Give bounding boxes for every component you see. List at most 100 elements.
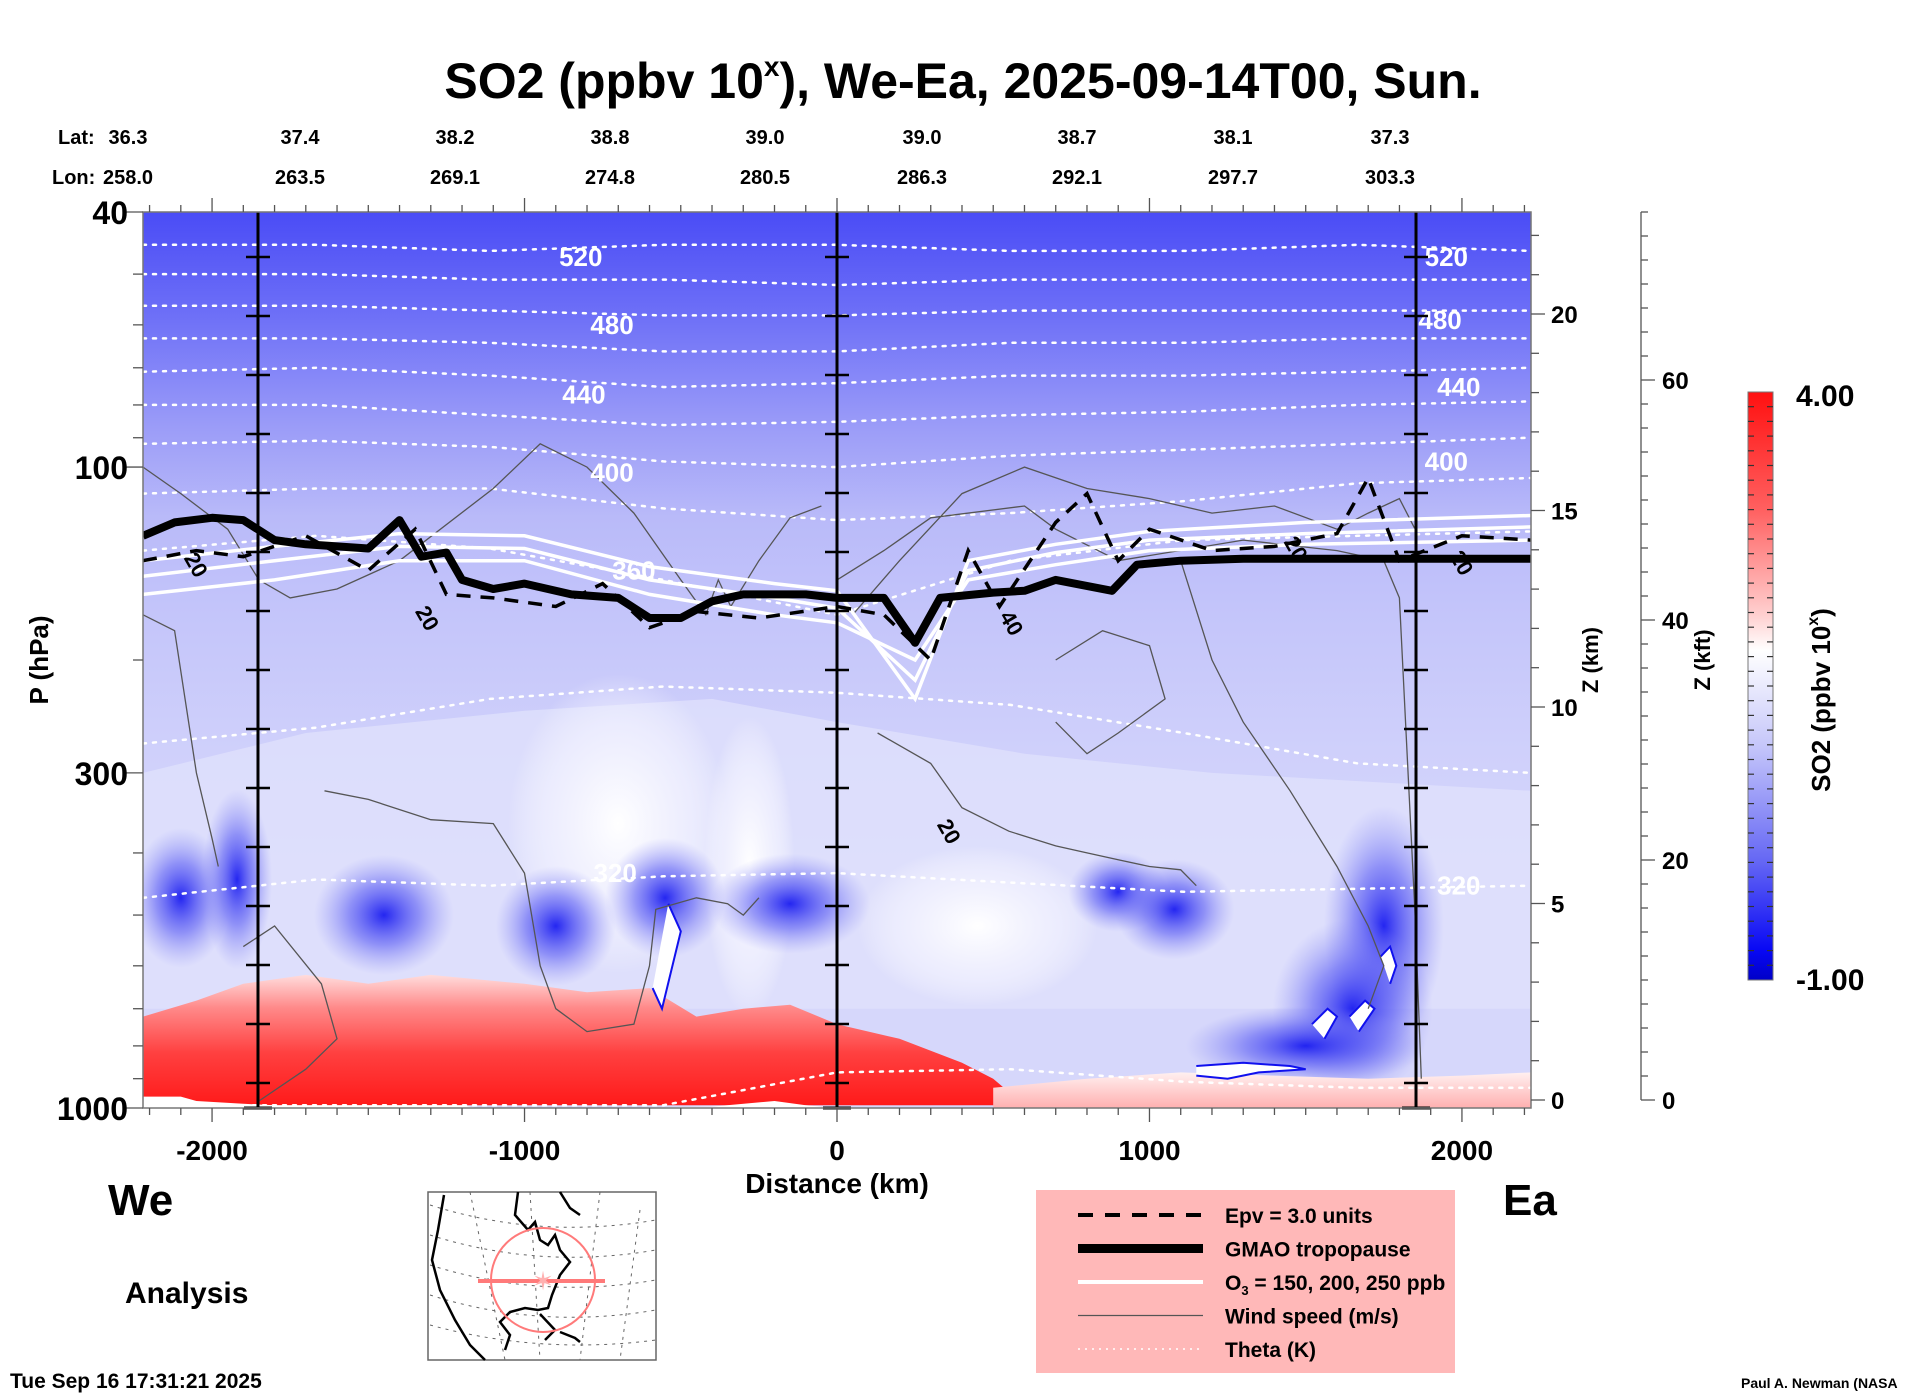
high-so2-region <box>143 974 1025 1106</box>
data-gap <box>1379 944 1398 985</box>
theta-line-340 <box>143 685 1531 775</box>
low-so2-blob <box>1114 859 1235 960</box>
lat-row-label: Lat: <box>58 127 95 149</box>
lat-value: 39.0 <box>746 127 785 149</box>
lat-value: 38.7 <box>1058 127 1097 149</box>
timestamp: Tue Sep 16 17:31:21 2025 <box>10 1370 262 1393</box>
y-tick-label: 1000 <box>57 1091 128 1127</box>
legend-label: O3 = 150, 200, 250 ppb <box>1225 1272 1445 1298</box>
colorbar-ticks <box>1748 406 1773 966</box>
lat-lon-header: Lat: Lon: 36.3 258.0 37.4 263.5 38.2 269.1 38.… <box>52 127 1415 189</box>
theta-label: 520 <box>559 242 602 272</box>
wind-contour <box>852 466 1416 616</box>
x-tick-label: 2000 <box>1431 1135 1493 1166</box>
axes: -2000 -1000 0 1000 2000 40 100 300 1000 0 5 10 15 20 0… <box>57 195 1689 1166</box>
colorbar-max-label: 4.00 <box>1796 380 1854 413</box>
theta-label: 520 <box>1425 242 1468 272</box>
lon-value: 263.5 <box>275 167 325 189</box>
theta-line-440 <box>143 366 1531 389</box>
data-gap <box>1196 1061 1306 1080</box>
lon-value: 280.5 <box>740 167 790 189</box>
wind-contour <box>1055 629 1166 755</box>
legend-items: Epv = 3.0 units GMAO tropopause O3 = 150, … <box>1078 1205 1445 1362</box>
data-gap <box>1311 1007 1339 1040</box>
legend-label: Wind speed (m/s) <box>1225 1306 1399 1329</box>
theta-line-380 <box>143 476 1531 522</box>
theta-line-400 <box>143 436 1531 469</box>
low-so2-blob <box>202 789 273 970</box>
theta-label: 440 <box>562 379 605 409</box>
west-label: We <box>108 1176 173 1225</box>
theta-label: 480 <box>590 310 633 340</box>
y-tick-label: 40 <box>92 195 128 231</box>
z-km-tick-label: 10 <box>1551 695 1578 722</box>
low-so2-blob <box>605 837 726 958</box>
theta-label: 320 <box>1437 871 1480 901</box>
lon-value: 286.3 <box>897 167 947 189</box>
map-center-star-icon: ✶ <box>532 1266 554 1296</box>
wind-contour <box>1180 560 1385 1009</box>
low-so2-blob <box>710 853 871 954</box>
theta-label: 320 <box>593 858 636 888</box>
theta-label: 400 <box>1425 446 1468 476</box>
y-tick-label: 100 <box>75 450 128 486</box>
wind-contour <box>324 790 760 1033</box>
legend-label: Theta (K) <box>1225 1339 1316 1362</box>
z-kft-tick-label: 60 <box>1662 368 1689 395</box>
x-axis-label: Distance (km) <box>745 1168 929 1199</box>
lat-value: 39.0 <box>903 127 942 149</box>
x-tick-label: -1000 <box>489 1135 561 1166</box>
low-so2-blob <box>313 855 454 976</box>
z-kft-tick-label: 40 <box>1662 608 1689 635</box>
z-kft-tick-label: 20 <box>1662 848 1689 875</box>
lon-value: 274.8 <box>585 167 635 189</box>
theta-label: 440 <box>1437 372 1480 402</box>
theta-line-300 <box>143 1067 1531 1107</box>
lat-value: 38.2 <box>436 127 475 149</box>
lat-value: 38.8 <box>591 127 630 149</box>
theta-label: 400 <box>590 458 633 488</box>
theta-label: 360 <box>612 555 655 585</box>
x-tick-label: 0 <box>829 1135 845 1166</box>
lat-value: 37.3 <box>1371 127 1410 149</box>
credit: Paul A. Newman (NASA <box>1741 1375 1898 1391</box>
analysis-label: Analysis <box>125 1277 248 1310</box>
lat-value: 37.4 <box>281 127 321 149</box>
east-label: Ea <box>1503 1176 1557 1225</box>
below-ground-mask <box>143 1096 837 1108</box>
z-km-tick-label: 5 <box>1551 892 1564 919</box>
theta-line-320 <box>143 871 1531 900</box>
z-kft-tick-label: 0 <box>1662 1088 1675 1115</box>
epv-contour <box>143 473 1531 664</box>
white-region <box>857 845 1098 1006</box>
vertical-marker-lines <box>243 212 1431 1110</box>
epv-line <box>143 473 1531 664</box>
moderate-so2-region <box>993 1072 1531 1108</box>
wind-contour <box>143 614 219 867</box>
tropopause-line <box>143 513 1531 647</box>
z-km-tick-label: 15 <box>1551 499 1578 526</box>
y-axis-label: P (hPa) <box>24 615 54 704</box>
wind-contour <box>242 925 338 1102</box>
lon-value: 303.3 <box>1365 167 1415 189</box>
x-tick-label: -2000 <box>176 1135 248 1166</box>
lon-value: 292.1 <box>1052 167 1102 189</box>
z-km-tick-label: 20 <box>1551 302 1578 329</box>
wind-contour <box>877 732 1197 887</box>
y-tick-label: 300 <box>75 756 128 792</box>
lon-value: 269.1 <box>430 167 480 189</box>
legend-label: GMAO tropopause <box>1225 1239 1411 1262</box>
z-km-tick-label: 0 <box>1551 1088 1564 1115</box>
lat-value: 36.3 <box>109 127 148 149</box>
z-kft-axis-label: Z (kft) <box>1690 629 1715 690</box>
lon-row-label: Lon: <box>52 167 95 189</box>
colorbar-title: SO2 (ppbv 10x) <box>1805 608 1836 792</box>
data-gap <box>651 903 682 1012</box>
low-so2-blob <box>495 865 616 986</box>
gmao-tropopause <box>143 513 1531 647</box>
legend-label: Epv = 3.0 units <box>1225 1205 1373 1228</box>
lon-value: 258.0 <box>103 167 153 189</box>
z-km-axis-label: Z (km) <box>1578 627 1603 693</box>
colorbar: 4.00 -1.00 SO2 (ppbv 10x) <box>1747 380 1864 997</box>
